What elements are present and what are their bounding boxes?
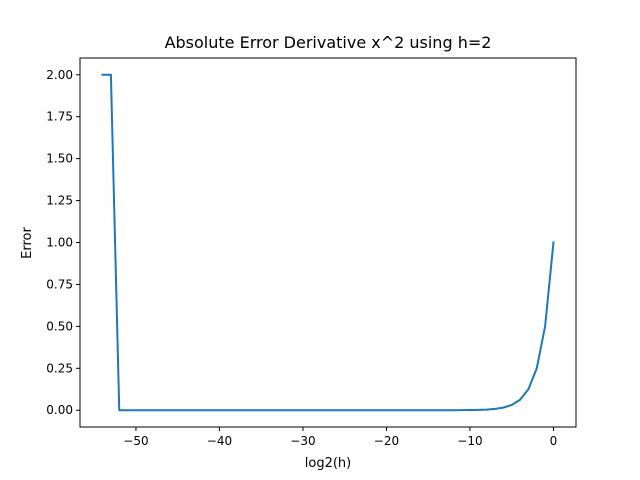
y-tick-label: 0.75	[46, 277, 73, 291]
y-tick-label: 1.00	[46, 236, 73, 250]
x-axis-label: log2(h)	[305, 456, 351, 471]
y-tick-label: 0.00	[46, 403, 73, 417]
y-tick-label: 0.25	[46, 361, 73, 375]
y-tick-label: 1.50	[46, 152, 73, 166]
plot-frame	[79, 57, 577, 428]
y-tick-label: 1.75	[46, 110, 73, 124]
axis-ticks: −50 −40 −30 −20 −10 0 0.00 0.25 0.50 0.75 1.00 1.25…	[46, 68, 557, 448]
series-layer	[101, 73, 555, 412]
x-tick-label: 0	[550, 434, 558, 448]
y-tick-label: 0.50	[46, 319, 73, 333]
chart-title: Absolute Error Derivative x^2 using h=2	[165, 33, 492, 52]
y-tick-label: 1.25	[46, 194, 73, 208]
x-tick-label: −20	[374, 434, 399, 448]
y-axis-label: Error	[20, 227, 35, 259]
x-tick-label: −50	[123, 434, 148, 448]
x-tick-label: −40	[207, 434, 232, 448]
y-tick-label: 2.00	[46, 68, 73, 82]
error-series-line	[101, 73, 555, 412]
x-tick-label: −30	[290, 434, 315, 448]
x-tick-label: −10	[457, 434, 482, 448]
